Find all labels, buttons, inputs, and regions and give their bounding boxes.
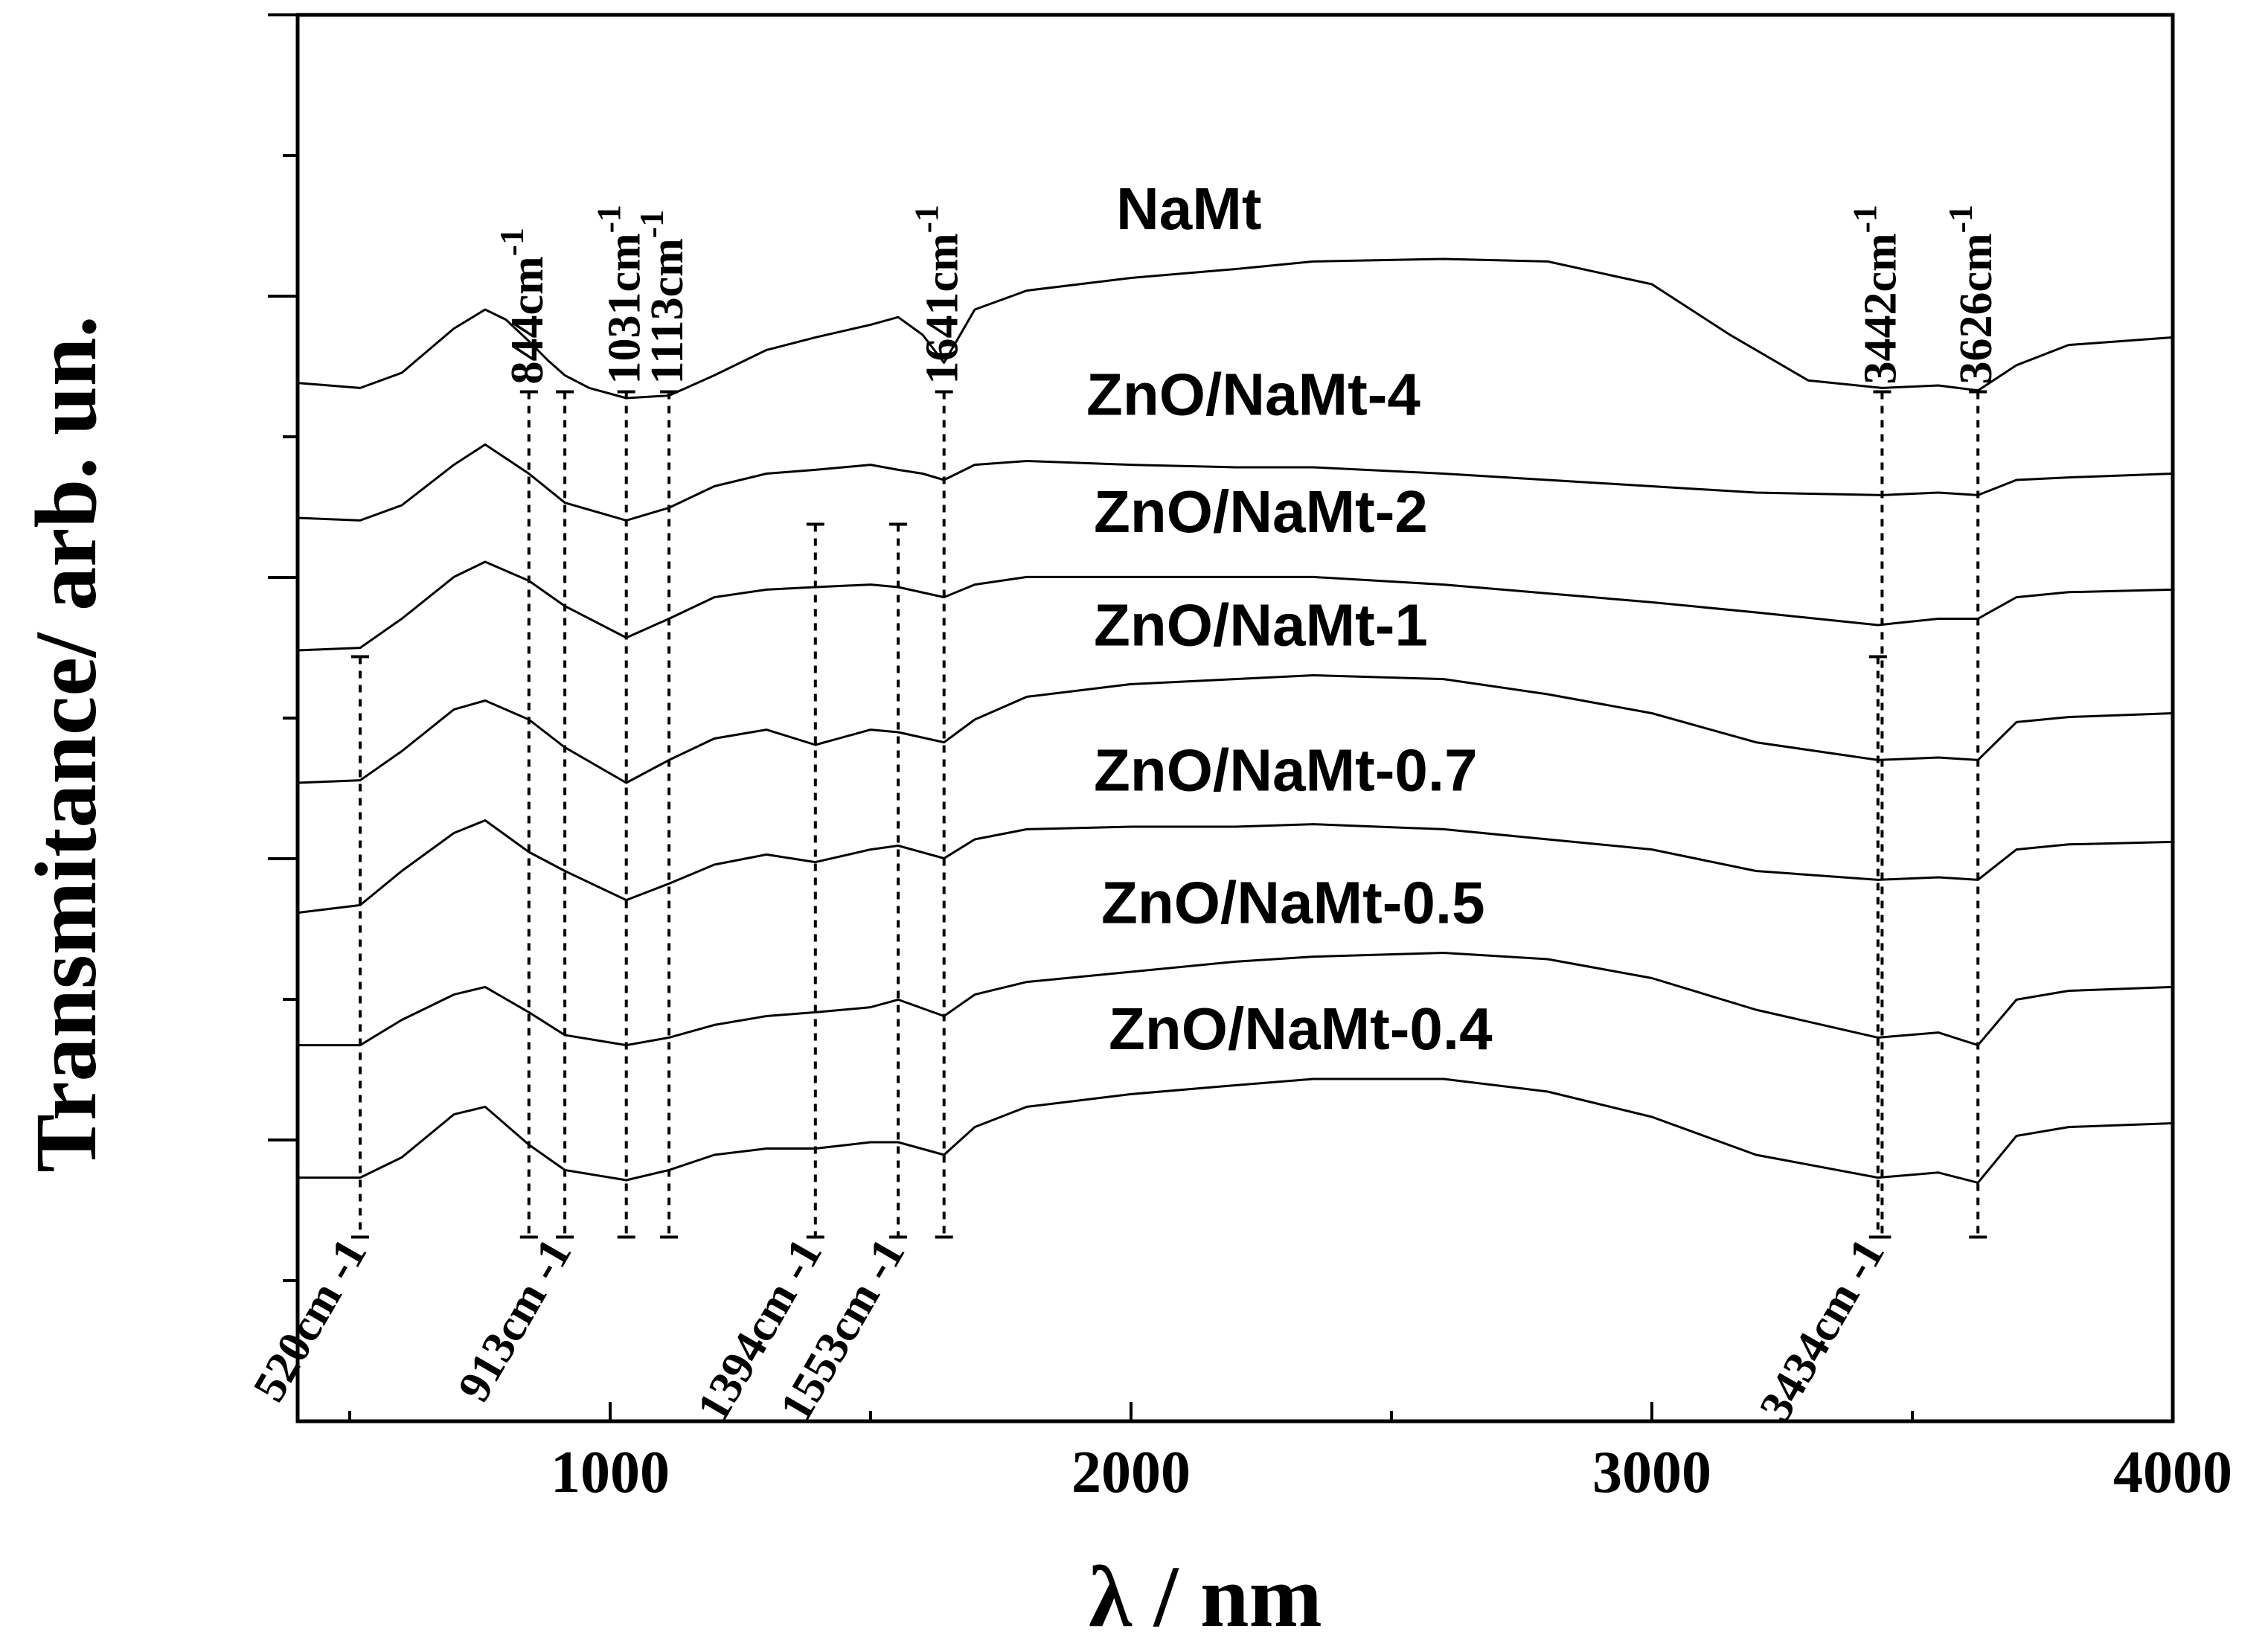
peak-label-text: 844cm-1 (493, 228, 553, 385)
series-label: ZnO/NaMt-4 (1086, 361, 1420, 427)
x-tick-label: 4000 (2113, 1440, 2232, 1505)
trace-zno-namt-0-7 (297, 819, 2174, 915)
x-tick-label: 2000 (1071, 1440, 1191, 1505)
series-label: ZnO/NaMt-0.4 (1109, 996, 1493, 1062)
y-axis-ticks (268, 13, 298, 1282)
peak-label: 1113cm-1 (632, 210, 693, 385)
trace-zno-namt-0-4 (298, 1077, 2174, 1184)
peak-label: 844cm-1 (493, 228, 553, 385)
series-label: ZnO/NaMt-2 (1094, 478, 1428, 545)
x-tick-label: 3000 (1592, 1440, 1711, 1505)
peak-label-text: 1641cm-1 (908, 205, 968, 385)
trace-zno-namt-0-5 (298, 952, 2174, 1047)
series-labels: NaMt ZnO/NaMt-4 ZnO/NaMt-2 ZnO/NaMt-1 ZnO/Na… (1086, 176, 1493, 1062)
trace-zno-namt-2 (297, 560, 2174, 652)
peak-label-text: 1113cm-1 (632, 210, 693, 385)
peak-label: 3442cm-1 (1845, 205, 1906, 385)
x-axis-title: λ / nm (1089, 1548, 1322, 1643)
x-tick-label: 1000 (551, 1440, 670, 1505)
peak-label: 1031cm-1 (590, 205, 650, 385)
peak-label-text: 3434cm -1 (1750, 1231, 1894, 1430)
series-label: ZnO/NaMt-0.5 (1101, 870, 1485, 936)
x-axis-ticks: 1000 2000 3000 4000 (348, 1402, 2232, 1505)
peak-label: 3626cm-1 (1941, 205, 2002, 385)
peak-label: 1641cm-1 (908, 205, 968, 385)
series-label: ZnO/NaMt-1 (1094, 592, 1428, 659)
peak-label-text: 520cm -1 (244, 1231, 377, 1410)
peak-label-text: 1031cm-1 (590, 205, 650, 385)
trace-namt (297, 257, 2174, 400)
series-label: ZnO/NaMt-0.7 (1094, 737, 1478, 804)
spectra-traces (297, 257, 2174, 1184)
y-axis-title: Transmitance/ arb. un. (17, 316, 115, 1173)
peak-label-text: 3626cm-1 (1941, 205, 2002, 385)
series-label: NaMt (1116, 176, 1262, 242)
peak-label-text: 913cm -1 (449, 1231, 582, 1410)
trace-zno-namt-1 (297, 674, 2174, 784)
peak-label-text: 3442cm-1 (1845, 205, 1906, 385)
